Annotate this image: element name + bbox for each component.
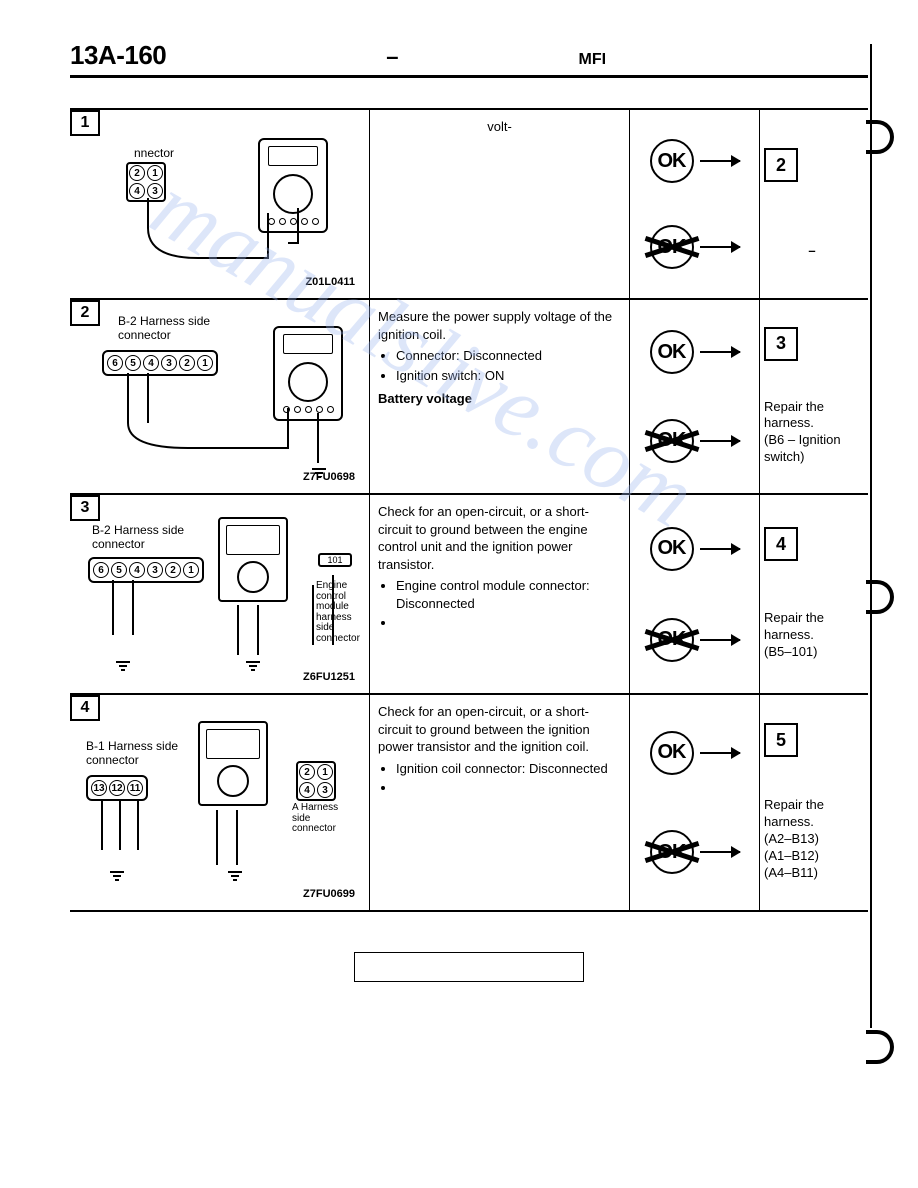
ok-icon: OK <box>650 527 694 571</box>
page-header: 13A-160 – MFI <box>70 40 868 78</box>
instruction-cell: Check for an open-circuit, or a short-ci… <box>370 695 630 910</box>
instruction-cell: volt- <box>370 110 630 298</box>
arrow-icon <box>700 440 740 442</box>
step-row: 1 nnector 21 43 Z01L0411 <box>70 110 868 300</box>
action-cell: 4 Repair the harness. (B5–101) <box>760 495 868 693</box>
arrow-icon <box>700 851 740 853</box>
ng-branch: OK <box>650 225 740 269</box>
diagram-label: B-2 Harness side connector <box>92 523 212 551</box>
binder-hole <box>866 1030 894 1064</box>
ground-icon <box>246 661 260 671</box>
diagram-label: B-2 Harness side connector <box>118 314 228 342</box>
list-item: Engine control module connector: Disconn… <box>396 577 621 612</box>
list-item <box>396 614 621 632</box>
not-ok-icon: OK <box>650 830 694 874</box>
diagram-cell: 3 B-2 Harness side connector 654321 101 … <box>70 495 370 693</box>
arrow-icon <box>700 351 740 353</box>
instruction-list: Connector: Disconnected Ignition switch:… <box>378 347 621 384</box>
result-cell: OK OK <box>630 695 760 910</box>
instruction-text: Measure the power supply voltage of the … <box>378 308 621 343</box>
lead-wires-icon <box>92 795 352 895</box>
figure-code: Z01L0411 <box>305 276 355 288</box>
ground-icon <box>228 871 242 881</box>
result-cell: OK OK <box>630 110 760 298</box>
ok-icon: OK <box>650 731 694 775</box>
diagram-label: nnector <box>134 146 174 160</box>
figure-code: Z7FU0698 <box>303 471 355 483</box>
analog-meter-icon <box>198 721 268 806</box>
ok-branch: OK <box>650 731 740 775</box>
diagnostic-table: 1 nnector 21 43 Z01L0411 <box>70 108 868 912</box>
expected-result: Battery voltage <box>378 390 621 408</box>
goto-step: 3 <box>764 327 798 361</box>
arrow-icon <box>700 246 740 248</box>
instruction-list: Ignition coil connector: Disconnected <box>378 760 621 797</box>
diagram-cell: 1 nnector 21 43 Z01L0411 <box>70 110 370 298</box>
list-item: Connector: Disconnected <box>396 347 621 365</box>
lead-wires-icon <box>138 198 318 288</box>
ok-branch: OK <box>650 330 740 374</box>
instruction-cell: Check for an open-circuit, or a short-ci… <box>370 495 630 693</box>
not-ok-icon: OK <box>650 618 694 662</box>
lead-wires-icon <box>98 575 358 675</box>
diagram-cell: 4 B-1 Harness side connector 131211 21 4… <box>70 695 370 910</box>
arrow-icon <box>700 752 740 754</box>
not-ok-icon: OK <box>650 225 694 269</box>
ok-icon: OK <box>650 330 694 374</box>
ok-branch: OK <box>650 527 740 571</box>
action-cell: 3 Repair the harness. (B6 – Ignition swi… <box>760 300 868 493</box>
instruction-text: volt- <box>378 118 621 136</box>
ground-icon <box>110 871 124 881</box>
list-item: Ignition switch: ON <box>396 367 621 385</box>
lead-wires-icon <box>108 368 358 478</box>
page-number: 13A-160 <box>70 40 166 71</box>
ng-branch: OK <box>650 618 740 662</box>
instruction-cell: Measure the power supply voltage of the … <box>370 300 630 493</box>
not-ok-icon: OK <box>650 419 694 463</box>
list-item: Ignition coil connector: Disconnected <box>396 760 621 778</box>
arrow-icon <box>700 639 740 641</box>
ok-branch: OK <box>650 139 740 183</box>
footer-box <box>354 952 584 982</box>
result-cell: OK OK <box>630 495 760 693</box>
ground-icon <box>116 661 130 671</box>
ng-branch: OK <box>650 830 740 874</box>
page: manualslive.com 13A-160 – MFI 1 nnector … <box>0 0 918 1002</box>
step-row: 3 B-2 Harness side connector 654321 101 … <box>70 495 868 695</box>
instruction-text: Check for an open-circuit, or a short-ci… <box>378 503 621 573</box>
action-cell: 2 – <box>760 110 868 298</box>
diagram-label: B-1 Harness side connector <box>86 739 186 767</box>
ng-branch: OK <box>650 419 740 463</box>
action-text: Repair the harness. (B6 – Ignition switc… <box>764 399 860 467</box>
step-row: 2 B-2 Harness side connector 654321 <box>70 300 868 495</box>
action-cell: 5 Repair the harness. (A2–B13) (A1–B12) … <box>760 695 868 910</box>
goto-step: 5 <box>764 723 798 757</box>
action-text: Repair the harness. (A2–B13) (A1–B12) (A… <box>764 797 860 881</box>
figure-code: Z7FU0699 <box>303 888 355 900</box>
goto-step: 4 <box>764 527 798 561</box>
ok-icon: OK <box>650 139 694 183</box>
figure-code: Z6FU1251 <box>303 671 355 683</box>
step-row: 4 B-1 Harness side connector 131211 21 4… <box>70 695 868 910</box>
list-item <box>396 779 621 797</box>
diagram-cell: 2 B-2 Harness side connector 654321 <box>70 300 370 493</box>
ecm-connector-icon: 101 <box>318 553 352 567</box>
goto-step: 2 <box>764 148 798 182</box>
header-title: MFI <box>578 51 606 69</box>
arrow-icon <box>700 160 740 162</box>
action-text: – <box>764 243 860 260</box>
connector-icon: 21 43 <box>126 162 166 202</box>
header-dash: – <box>386 44 398 70</box>
action-text: Repair the harness. (B5–101) <box>764 610 860 661</box>
result-cell: OK OK <box>630 300 760 493</box>
instruction-list: Engine control module connector: Disconn… <box>378 577 621 632</box>
arrow-icon <box>700 548 740 550</box>
instruction-text: Check for an open-circuit, or a short-ci… <box>378 703 621 756</box>
